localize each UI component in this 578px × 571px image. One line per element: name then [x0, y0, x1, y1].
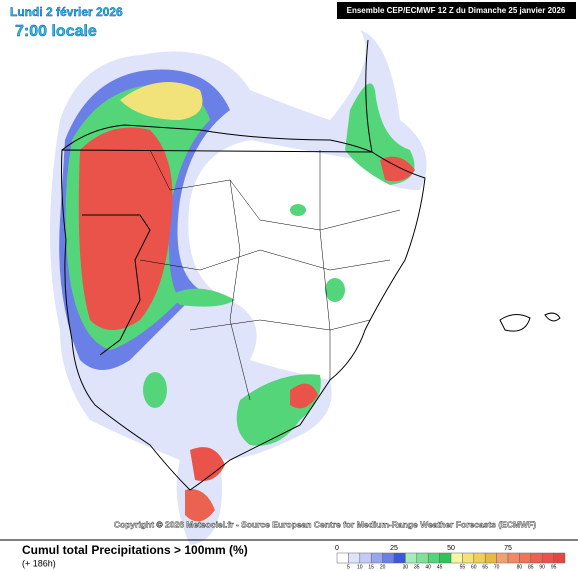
colorbar-cell [427, 552, 440, 564]
colorbar-minor-label: 70 [494, 564, 500, 570]
colorbar-cell [507, 552, 520, 564]
colorbar-minor-label: 90 [539, 564, 545, 570]
colorbar-cell [484, 552, 497, 564]
colorbar-major-label: 25 [390, 545, 398, 552]
time-label: 7:00 locale [15, 23, 97, 40]
run-box [337, 2, 576, 19]
colorbar-cell [359, 552, 372, 564]
colorbar-minor-label: 20 [380, 564, 386, 570]
colorbar-minor-label: 65 [482, 564, 488, 570]
coastlines [61, 39, 561, 491]
colorbar-minor-label: 95 [551, 564, 557, 570]
colorbar-cell [462, 552, 475, 564]
date-label: Lundi 2 février 2026 [10, 5, 123, 19]
colorbar-cell [473, 552, 486, 564]
colorbar-cell [370, 552, 383, 564]
colorbar-cell [416, 552, 429, 564]
colorbar-minor-label: 55 [460, 564, 466, 570]
footer-title: Cumul total Precipitations > 100mm (%) [22, 543, 248, 557]
colorbar-cell [519, 552, 532, 564]
colorbar-cell [393, 552, 406, 564]
colorbar-minor-label: 85 [528, 564, 534, 570]
colorbar-cell [382, 552, 395, 564]
colorbar-minor-label: 45 [437, 564, 443, 570]
colorbar-cell [439, 552, 452, 564]
copyright: Copyright © 2026 Meteociel.fr - Source E… [114, 519, 536, 529]
colorbar-cell [541, 552, 554, 564]
colorbar-major-label: 0 [335, 545, 339, 552]
run-label: Ensemble CEP/ECMWF 12 Z du Dimanche 25 j… [347, 6, 566, 15]
footer-subtitle: (+ 186h) [22, 558, 56, 568]
colorbar-minor-label: 80 [517, 564, 523, 570]
colorbar-cell [450, 552, 463, 564]
colorbar-cell [553, 552, 566, 564]
regions [139, 149, 401, 401]
colorbar-major-label: 50 [447, 545, 455, 552]
colorbar: 0 25 50 75 5 10 15 20 30 35 40 45 55 60 65 70 80 85 90 95 [335, 545, 566, 570]
colorbar-minor-label: 5 [347, 564, 350, 570]
colorbar-minor-label: 60 [471, 564, 477, 570]
colorbar-minor-label: 30 [403, 564, 409, 570]
colorbar-minor-label: 40 [425, 564, 431, 570]
colorbar-major-label: 75 [504, 545, 512, 552]
colorbar-cell [405, 552, 418, 564]
colorbar-cell [530, 552, 543, 564]
colorbar-minor-label: 10 [357, 564, 363, 570]
precipitation-field [50, 30, 427, 545]
colorbar-minor-label: 15 [368, 564, 374, 570]
colorbar-cell [348, 552, 361, 564]
colorbar-minor-label: 35 [414, 564, 420, 570]
colorbar-cell [336, 552, 349, 564]
colorbar-cell [496, 552, 509, 564]
